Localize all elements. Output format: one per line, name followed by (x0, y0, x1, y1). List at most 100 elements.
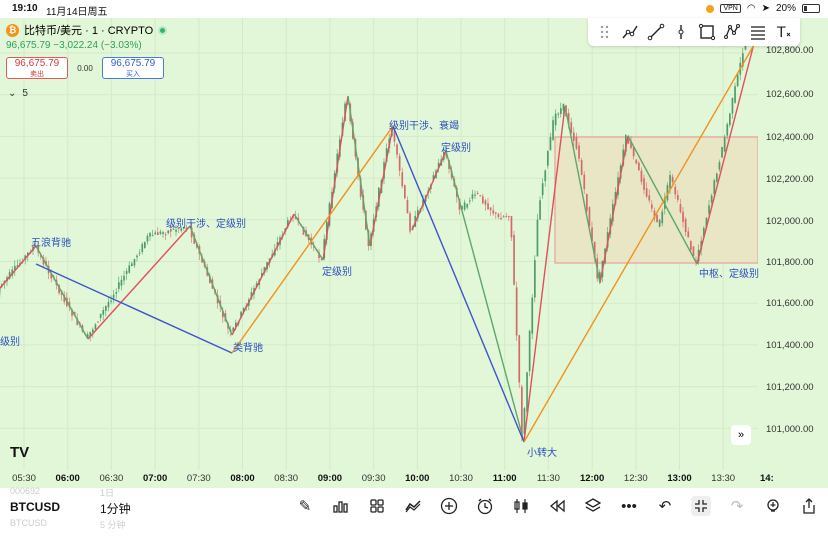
time-axis[interactable]: 05:30 06:00 06:30 07:00 07:30 08:00 08:30 09:00… (0, 470, 828, 488)
market-open-icon (158, 25, 168, 35)
candle-body (120, 279, 123, 286)
candle-body (528, 330, 531, 372)
indicators-icon[interactable] (403, 496, 423, 516)
candle-body (721, 147, 723, 158)
ghost-interval-below: 5 分钟 (100, 520, 126, 530)
status-time: 19:10 (12, 3, 38, 14)
candle-body (526, 372, 528, 412)
symbol-title[interactable]: 比特币/美元 · 1 · CRYPTO (24, 25, 154, 37)
time-tick: 11:00 (492, 473, 517, 484)
chart-type-icon[interactable] (331, 496, 351, 516)
pattern-tool-icon[interactable] (723, 23, 741, 41)
price-tick: 101,400.00 (766, 340, 814, 351)
symbol-selector[interactable]: BTCUSD (10, 500, 60, 514)
text-tool-icon[interactable]: T (774, 23, 792, 41)
more-icon[interactable]: ••• (621, 497, 637, 515)
candle-body (11, 269, 14, 276)
candle-body (302, 226, 305, 235)
redo-icon[interactable]: ↷ (730, 498, 744, 515)
idea-icon[interactable] (763, 496, 783, 516)
candle-body (687, 231, 690, 238)
buy-button[interactable]: 96,675.79 买入 (102, 57, 164, 79)
price-axis[interactable]: 102,800.00 102,600.00 102,400.00 102,200… (758, 18, 828, 470)
candle-body (102, 310, 105, 315)
svg-text:T: T (776, 25, 786, 41)
layers-icon[interactable] (583, 496, 603, 516)
chan-lines (0, 27, 759, 443)
candle-body (50, 273, 53, 279)
candle-body (27, 252, 29, 256)
time-tick: 06:00 (55, 473, 80, 484)
candle-body (632, 147, 635, 157)
candle-body (164, 234, 167, 236)
time-tick: 09:30 (361, 473, 386, 484)
pen-icon[interactable]: ✎ (298, 498, 312, 515)
candle-body (544, 170, 547, 182)
add-icon[interactable] (439, 496, 459, 516)
replay-icon[interactable] (547, 496, 567, 516)
candle-body (313, 246, 315, 248)
rectangle-tool-icon[interactable] (698, 23, 716, 41)
vertical-line-tool-icon[interactable] (672, 23, 690, 41)
candle-body (89, 331, 92, 337)
candle-body (671, 176, 674, 183)
time-tick: 13:00 (667, 473, 692, 484)
undo-icon[interactable]: ↶ (658, 498, 672, 515)
chart-canvas[interactable] (0, 18, 828, 470)
collapse-screen-icon[interactable] (691, 496, 711, 516)
candle-body (513, 234, 515, 285)
candle-body (76, 318, 79, 325)
fib-tool-icon[interactable] (749, 23, 767, 41)
candle-body (401, 172, 404, 187)
sell-button[interactable]: 96,675.79 卖出 (6, 57, 68, 79)
share-icon[interactable] (799, 496, 819, 516)
candle-body (630, 141, 632, 148)
candle-body (586, 194, 588, 211)
time-tick: 07:00 (142, 473, 168, 484)
trend-line-tool-icon[interactable] (621, 23, 639, 41)
candle-body (417, 210, 419, 218)
candle-body (500, 218, 502, 220)
candle-body (232, 327, 235, 332)
candle-body (502, 216, 505, 218)
time-tick: 09:00 (317, 473, 343, 484)
layout-grid-icon[interactable] (367, 496, 387, 516)
stroke-line (696, 27, 759, 265)
drag-handle-icon[interactable] (596, 23, 614, 41)
line-tool-icon[interactable] (647, 23, 665, 41)
candle-body (97, 321, 99, 323)
candle-body (167, 230, 170, 234)
buy-price: 96,675.79 (110, 58, 156, 69)
annotation-similar-divergence: 类背驰 (233, 343, 263, 354)
candle-body (729, 113, 731, 126)
interval-selector[interactable]: 1分钟 (100, 502, 131, 516)
stroke-line (564, 105, 601, 284)
battery-icon (802, 4, 820, 13)
stroke-line (35, 245, 89, 340)
candle-body (549, 136, 552, 151)
candle-body (177, 227, 180, 229)
tradingview-logo[interactable]: TV (10, 444, 30, 461)
indicators-toggle[interactable]: ⌄ 5 (8, 88, 28, 99)
candle-body (627, 138, 630, 144)
candle-icon[interactable] (511, 496, 531, 516)
spread-value: 0.00 (77, 63, 93, 73)
stroke-line (231, 125, 394, 354)
scroll-to-realtime-button[interactable]: » (731, 425, 751, 445)
candle-body (515, 287, 518, 336)
double-chevron-right-icon: » (737, 429, 745, 441)
stroke-line (392, 125, 525, 443)
annotation-level2: 定级别 (441, 143, 471, 154)
time-tick: 08:00 (230, 473, 255, 484)
candle-body (92, 329, 94, 333)
candle-body (492, 210, 495, 214)
candle-body (570, 122, 573, 134)
candle-body (661, 211, 664, 224)
alarm-icon[interactable] (475, 496, 495, 516)
candle-body (86, 334, 89, 338)
candle-body (497, 213, 500, 218)
grid-lines (0, 18, 768, 470)
candle-body (42, 257, 45, 265)
time-tick: 08:30 (274, 473, 299, 484)
symbol-header[interactable]: ₿ 比特币/美元 · 1 · CRYPTO 96,675.79 −3,022.2… (6, 22, 168, 51)
